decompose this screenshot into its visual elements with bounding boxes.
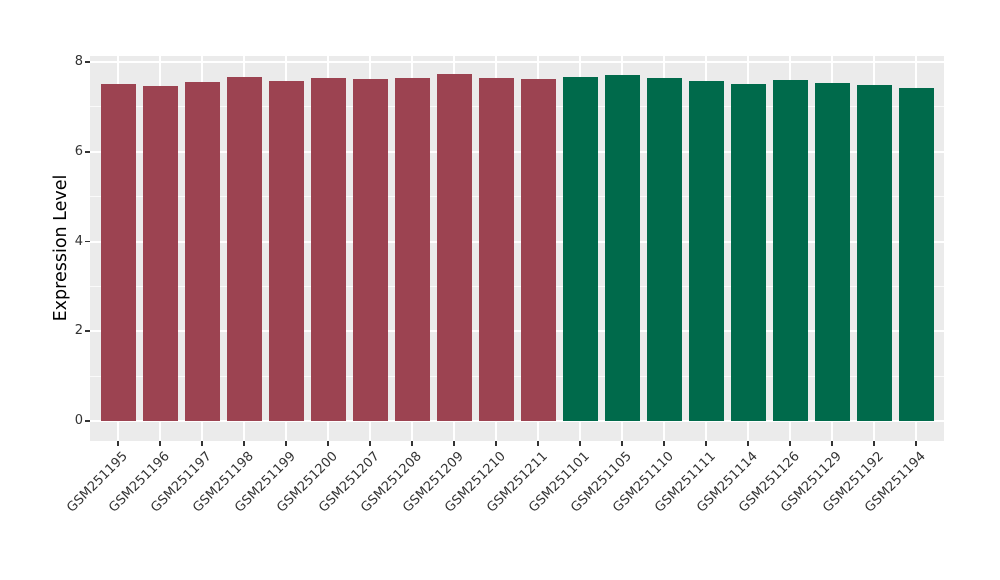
grid-major-line	[90, 150, 944, 153]
bar	[646, 77, 682, 421]
y-tick-label: 6	[74, 143, 83, 159]
bar	[730, 83, 766, 421]
grid-minor-line	[90, 106, 944, 108]
plot-panel	[90, 56, 944, 441]
bar	[604, 75, 640, 421]
bar	[268, 81, 304, 421]
x-tick-mark	[537, 441, 539, 446]
grid-major-line	[90, 420, 944, 422]
x-tick-mark	[663, 441, 665, 446]
y-tick-label: 8	[74, 54, 83, 69]
grid-minor-line	[90, 375, 944, 377]
bar	[520, 78, 556, 421]
x-tick-mark	[117, 441, 119, 446]
y-tick-label: 4	[74, 233, 83, 249]
y-tick-mark	[85, 330, 90, 333]
x-tick-mark	[327, 441, 329, 446]
bar	[184, 81, 220, 421]
bar	[142, 85, 178, 421]
x-tick-mark	[831, 441, 833, 446]
x-tick-mark	[369, 441, 371, 446]
x-tick-mark	[243, 441, 245, 446]
x-tick-mark	[705, 441, 707, 446]
grid-major-line	[90, 240, 944, 243]
x-tick-mark	[495, 441, 497, 446]
bar	[898, 88, 934, 421]
y-tick-mark	[85, 150, 90, 153]
x-tick-mark	[789, 441, 791, 446]
bar	[688, 80, 724, 421]
x-tick-mark	[579, 441, 581, 446]
grid-major-line	[90, 330, 944, 333]
y-tick-mark	[85, 420, 90, 422]
grid-minor-line	[90, 196, 944, 198]
x-tick-mark	[621, 441, 623, 446]
bar	[310, 78, 346, 421]
x-tick-mark	[453, 441, 455, 446]
bar	[856, 85, 892, 421]
bar	[772, 79, 808, 421]
bar	[226, 77, 262, 421]
x-tick-mark	[915, 441, 917, 446]
bar	[394, 77, 430, 421]
bar	[478, 77, 514, 421]
bar	[814, 83, 850, 421]
x-tick-mark	[411, 441, 413, 446]
y-tick-mark	[85, 61, 90, 63]
bar	[562, 76, 598, 421]
y-tick-mark	[85, 240, 90, 243]
x-tick-mark	[285, 441, 287, 446]
x-tick-mark	[201, 441, 203, 446]
x-tick-mark	[747, 441, 749, 446]
grid-minor-line	[90, 285, 944, 287]
y-tick-label: 2	[74, 323, 83, 339]
bar	[352, 79, 388, 421]
x-tick-mark	[159, 441, 161, 446]
grid-major-line	[90, 61, 944, 63]
bar	[436, 73, 472, 421]
y-tick-label: 0	[74, 413, 83, 428]
bar	[100, 84, 136, 421]
x-tick-mark	[873, 441, 875, 446]
